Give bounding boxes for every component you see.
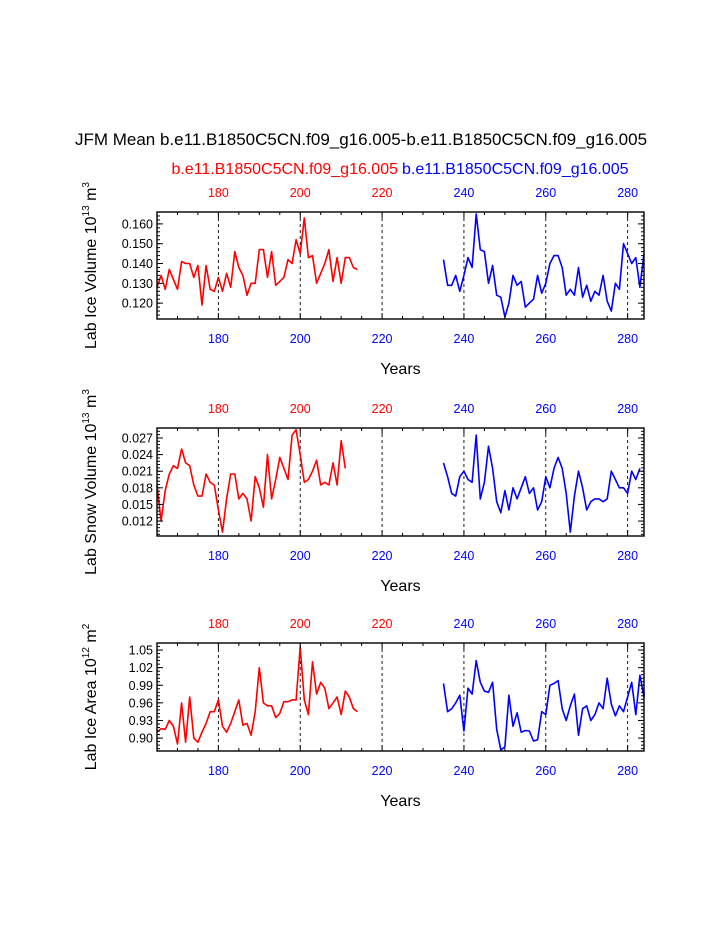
y-tick-label: 0.012 [122,515,153,529]
y-tick-label: 0.90 [129,732,153,746]
x-top-tick-label: 220 [372,402,393,416]
y-tick-label: 0.160 [122,217,153,231]
panel-2: 0.012 0.015 0.018 0.021 0.024 0.027 180 200 220 2… [81,389,645,595]
y-axis-title: Lab Ice Area 1012 m2 [81,623,100,770]
x-bottom-tick-label: 260 [535,332,556,346]
x-top-tick-label: 200 [290,186,311,200]
x-bottom-tick-label: 200 [290,332,311,346]
y-tick-label: 0.150 [122,237,153,251]
y-tick-label: 1.02 [129,661,153,675]
figure-title: JFM Mean b.e11.B1850C5CN.f09_g16.005-b.e… [75,130,647,149]
y-tick-label: 0.140 [122,257,153,271]
plot-frame [156,211,645,320]
panel-3: 0.90 0.93 0.96 0.99 1.02 1.05 180 200 220 240 260 2… [81,617,645,810]
x-top-tick-label: 200 [290,617,311,631]
y-axis-title: Lab Snow Volume 1013 m3 [81,389,100,575]
panels: 0.120 0.130 0.140 0.150 0.160 180 200 220 240 260… [81,182,645,810]
x-bottom-tick-label: 280 [617,332,638,346]
y-tick-label: 0.99 [129,679,153,693]
plot-frame [156,427,645,537]
y-tick-label: 0.130 [122,277,153,291]
x-bottom-tick-label: 260 [535,764,556,778]
x-bottom-tick-label: 240 [454,332,475,346]
x-top-tick-label: 180 [208,402,229,416]
series-line-red [156,646,358,745]
x-bottom-tick-label: 220 [372,764,393,778]
x-axis-title: Years [380,578,420,595]
x-bottom-tick-label: 280 [617,764,638,778]
y-tick-label: 0.93 [129,714,153,728]
x-bottom-tick-label: 240 [454,764,475,778]
y-tick-label: 0.027 [122,431,153,445]
series-line-blue [442,434,641,533]
panel-1: 0.120 0.130 0.140 0.150 0.160 180 200 220 240 260… [81,182,645,378]
x-bottom-tick-label: 240 [454,549,475,563]
x-top-tick-label: 260 [535,186,556,200]
x-axis-title: Years [380,793,420,810]
subtitle-right: b.e11.B1850C5CN.f09_g16.005 [402,161,629,178]
x-top-tick-label: 260 [535,402,556,416]
series-line-blue [442,213,645,318]
x-top-tick-label: 240 [454,186,475,200]
x-top-tick-label: 220 [372,186,393,200]
x-bottom-tick-label: 200 [290,549,311,563]
x-bottom-tick-label: 220 [372,549,393,563]
y-tick-label: 0.120 [122,297,153,311]
series-line-red [156,428,347,533]
x-bottom-tick-label: 260 [535,549,556,563]
x-top-tick-label: 280 [617,617,638,631]
x-bottom-tick-label: 280 [617,549,638,563]
y-tick-label: 0.015 [122,498,153,512]
x-top-tick-label: 280 [617,402,638,416]
y-tick-label: 0.024 [122,448,153,462]
x-bottom-tick-label: 180 [208,764,229,778]
x-top-tick-label: 240 [454,617,475,631]
series-line-blue [442,659,645,751]
plot-frame [156,642,645,752]
y-tick-label: 0.96 [129,696,153,710]
y-axis-title: Lab Ice Volume 1013 m3 [81,182,100,349]
x-top-tick-label: 220 [372,617,393,631]
x-top-tick-label: 240 [454,402,475,416]
series-line-red [156,217,358,306]
x-axis-title: Years [380,361,420,378]
x-bottom-tick-label: 180 [208,549,229,563]
x-bottom-tick-label: 180 [208,332,229,346]
x-bottom-tick-label: 220 [372,332,393,346]
x-top-tick-label: 180 [208,617,229,631]
y-tick-label: 1.05 [129,644,153,658]
x-top-tick-label: 200 [290,402,311,416]
x-bottom-tick-label: 200 [290,764,311,778]
x-top-tick-label: 280 [617,186,638,200]
x-top-tick-label: 180 [208,186,229,200]
x-top-tick-label: 260 [535,617,556,631]
subtitle-left: b.e11.B1850C5CN.f09_g16.005 [171,161,398,178]
y-tick-label: 0.018 [122,481,153,495]
y-tick-label: 0.021 [122,465,153,479]
